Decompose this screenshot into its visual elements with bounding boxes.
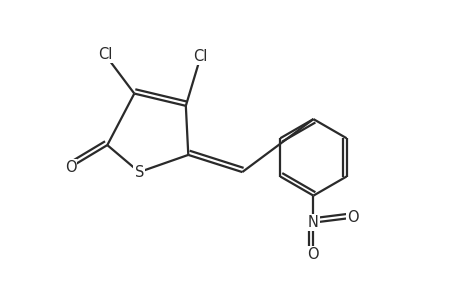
Text: O: O [65, 160, 76, 175]
Text: O: O [346, 210, 358, 225]
Text: Cl: Cl [97, 47, 112, 62]
Text: N: N [308, 215, 318, 230]
Text: S: S [134, 165, 144, 180]
Text: Cl: Cl [193, 49, 207, 64]
Text: O: O [307, 247, 319, 262]
